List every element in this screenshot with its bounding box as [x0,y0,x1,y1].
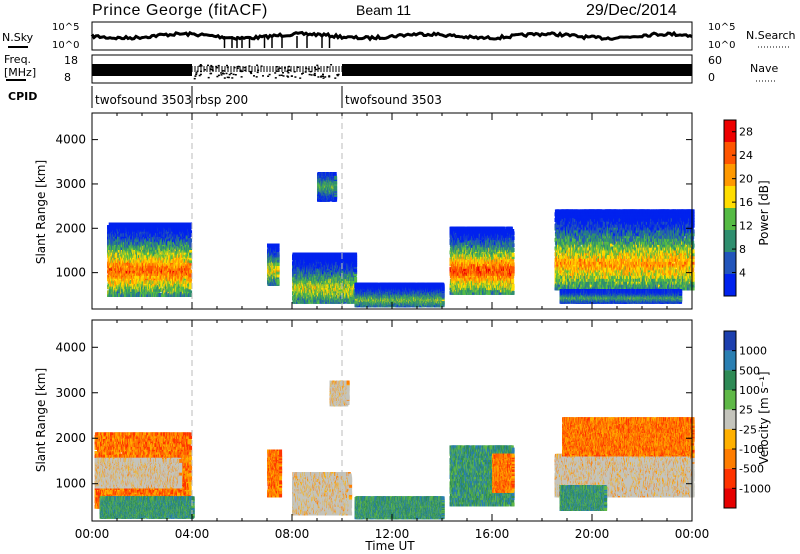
freq-dot-94 [250,71,252,73]
freq-dot-67 [194,78,196,80]
freq-dot-53 [283,75,285,77]
freq-dot-79 [338,74,340,76]
freq-dot-37 [334,77,336,79]
freq-dot-35 [221,74,223,76]
freq-dot-64 [199,75,201,77]
freq-dot-4 [315,69,317,71]
freq-dot-7 [330,64,332,66]
freq-dot-39 [231,77,233,79]
freq-dot-58 [210,65,212,67]
freq-dot-118 [322,74,324,76]
cpid-segment-1: rbsp 200 [195,93,248,107]
freq-dot-101 [287,72,289,74]
freq-dot-24 [226,73,228,75]
freq-label: Freq. [4,53,31,66]
freq-dot-85 [316,65,318,67]
freq-dot-62 [200,64,202,66]
nsky-line [92,33,692,40]
nsearch-label: N.Search [746,29,796,42]
freq-dot-91 [276,70,278,72]
freq-dot-66 [328,75,330,77]
freq-band-3 [342,64,692,76]
freq-dot-82 [216,76,218,78]
freq-dot-33 [311,74,313,76]
radar-plot: Prince George (fitACF) Beam 11 29/Dec/20… [0,0,800,554]
freq-dot-21 [207,65,209,67]
freq-dot-18 [274,72,276,74]
cpid-track: twofsound 3503 rbsp 200 twofsound 3503 [92,86,442,108]
nsky-trace [92,33,692,49]
freq-dot-5 [294,76,296,78]
freq-dot-9 [195,74,197,76]
freq-dot-63 [317,76,319,78]
freq-dot-60 [244,67,246,69]
freq-tick-high: 18 [64,54,78,67]
freq-trace [92,64,692,79]
freq-dot-119 [210,73,212,75]
freq-dot-89 [320,76,322,78]
nsky-label: N.Sky [2,31,34,44]
freq-dot-75 [324,76,326,78]
freq-dot-87 [196,72,198,74]
freq-dot-80 [235,74,237,76]
station-title: Prince George (fitACF) [92,2,268,19]
freq-dot-30 [208,77,210,79]
nave-tick-high: 60 [708,54,722,67]
freq-dot-15 [281,75,283,77]
freq-dot-49 [269,74,271,76]
freq-dot-32 [256,76,258,78]
freq-dot-31 [267,76,269,78]
cpid-label: CPID [8,90,37,103]
freq-dot-81 [241,76,243,78]
nave-tick-low: 0 [708,71,715,84]
freq-dot-115 [222,73,224,75]
freq-dot-55 [301,73,303,75]
freq-dot-97 [230,73,232,75]
freq-dot-98 [275,77,277,79]
nave-label: Nave [750,62,778,75]
nsky-tick-low: 10^0 [52,40,79,51]
freq-dot-100 [282,72,284,74]
freq-dot-14 [194,75,196,77]
freq-dot-69 [256,65,258,67]
freq-dot-0 [233,74,235,76]
freq-dot-26 [228,77,230,79]
nsearch-tick-low: 10^0 [708,40,735,51]
freq-band-1 [92,64,192,76]
cpid-segment-2: twofsound 3503 [345,93,442,107]
freq-dot-19 [309,74,311,76]
freq-dot-17 [299,77,301,79]
freq-dot-77 [322,76,324,78]
freq-dot-11 [224,77,226,79]
freq-dot-114 [222,70,224,72]
freq-dot-116 [279,75,281,77]
freq-dot-84 [262,75,264,77]
freq-dot-28 [253,75,255,77]
cpid-segment-0: twofsound 3503 [95,93,192,107]
freq-dot-2 [220,72,222,74]
freq-dot-104 [287,76,289,78]
freq-dot-113 [238,66,240,68]
beam-title: Beam 11 [356,2,411,18]
date-title: 29/Dec/2014 [586,2,677,19]
nsearch-tick-high: 10^5 [708,22,735,33]
freq-dot-117 [310,71,312,73]
freq-dot-46 [199,65,201,67]
freq-unit-label: [MHz] [4,66,36,79]
freq-dot-88 [314,73,316,75]
nsky-tick-high: 10^5 [52,22,79,33]
freq-tick-low: 8 [64,71,71,84]
freq-dot-83 [291,75,293,77]
freq-dot-78 [314,75,316,77]
